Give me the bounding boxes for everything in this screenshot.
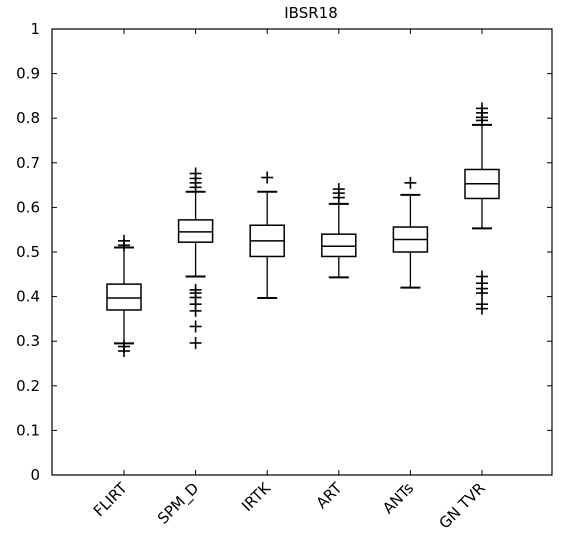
y-tick-label: 0.3 [16, 332, 40, 350]
x-category-label: ANTs [379, 479, 417, 517]
x-category-label: GN TVR [435, 479, 488, 532]
chart-title: IBSR18 [284, 4, 337, 22]
outlier-point [476, 298, 488, 311]
box-art [321, 183, 357, 279]
y-tick-label: 0.8 [16, 109, 40, 127]
box-ants [392, 176, 429, 289]
outlier-point [404, 176, 417, 189]
outlier-point [332, 183, 345, 196]
box-iqr [321, 233, 357, 258]
outlier-point [118, 234, 130, 247]
x-category-label: SPM_D [154, 479, 203, 528]
outlier-point [261, 171, 274, 184]
outlier-point [476, 270, 488, 283]
box-iqr [106, 283, 142, 311]
outlier-point [189, 283, 202, 296]
box-iqr [177, 219, 214, 243]
box-flirt [106, 234, 142, 358]
y-tick-label: 0.4 [16, 288, 40, 306]
y-tick-label: 0.9 [16, 65, 40, 83]
box-gn-tvr [464, 102, 500, 315]
y-tick-label: 0.1 [16, 421, 40, 439]
y-tick-label: 0.6 [16, 198, 40, 216]
outlier-point [189, 167, 202, 180]
x-axis: FLIRT SPM_D IRTK ART ANTs GN TVR [90, 29, 489, 532]
outlier-point [189, 320, 202, 333]
x-category-label: IRTK [238, 478, 275, 515]
outlier-point [189, 336, 202, 349]
outlier-point [476, 102, 488, 115]
box-spm-d [177, 167, 214, 349]
x-category-label: FLIRT [90, 479, 132, 521]
y-tick-label: 1 [30, 20, 40, 38]
box-irtk [249, 171, 285, 299]
box-group [106, 102, 500, 358]
outlier-point [118, 340, 130, 353]
y-tick-label: 0 [30, 466, 40, 484]
y-tick-label: 0.2 [16, 377, 40, 395]
y-tick-label: 0.5 [16, 243, 40, 261]
y-tick-label: 0.7 [16, 154, 40, 172]
plot-frame [51, 28, 553, 476]
x-category-label: ART [313, 479, 347, 513]
y-axis: 0 0.1 0.2 0.3 0.4 0.5 0.6 0.7 0.8 0.9 1 [16, 20, 552, 484]
